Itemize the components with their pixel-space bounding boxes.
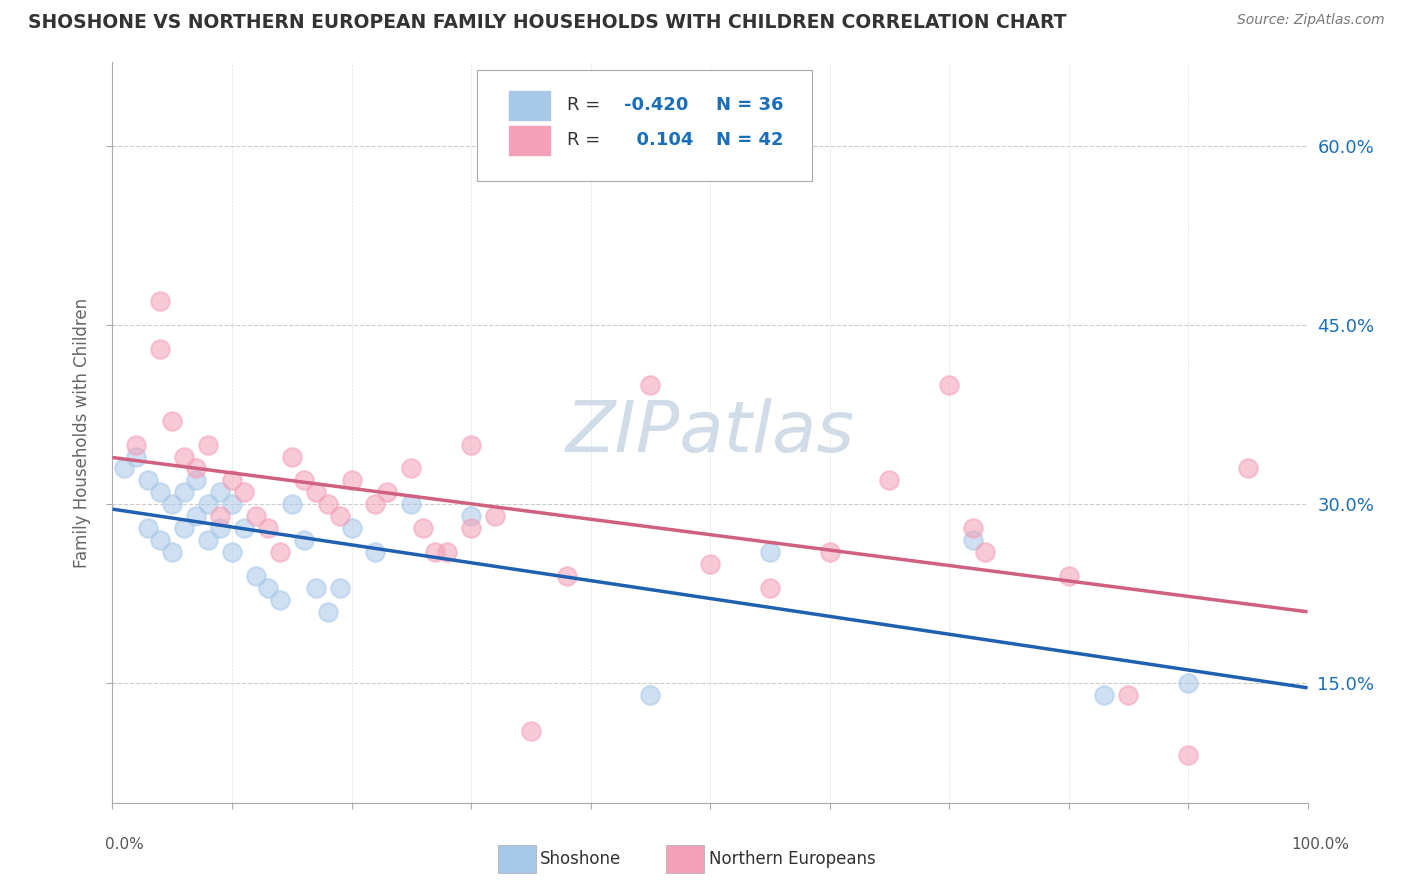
Text: N = 42: N = 42 [716, 131, 783, 149]
FancyBboxPatch shape [477, 70, 811, 181]
Point [520, 724, 543, 739]
Point [316, 605, 339, 619]
Point [186, 509, 208, 524]
Point [197, 497, 219, 511]
Point [233, 521, 256, 535]
Point [197, 533, 219, 547]
FancyBboxPatch shape [508, 125, 551, 156]
Point [364, 545, 387, 559]
Point [1177, 676, 1199, 690]
Point [233, 485, 256, 500]
Point [1057, 569, 1080, 583]
Point [209, 521, 232, 535]
Point [460, 521, 482, 535]
Point [257, 581, 280, 595]
Point [340, 474, 363, 488]
Point [412, 521, 434, 535]
Point [173, 485, 195, 500]
Point [125, 450, 148, 464]
Point [269, 592, 291, 607]
Point [436, 545, 458, 559]
Point [149, 485, 172, 500]
Point [162, 497, 183, 511]
Point [425, 545, 447, 559]
Text: SHOSHONE VS NORTHERN EUROPEAN FAMILY HOUSEHOLDS WITH CHILDREN CORRELATION CHART: SHOSHONE VS NORTHERN EUROPEAN FAMILY HOU… [28, 13, 1067, 32]
Point [245, 509, 267, 524]
Point [938, 377, 960, 392]
Point [364, 497, 387, 511]
Point [221, 474, 243, 488]
Text: R =: R = [567, 96, 606, 114]
Point [292, 533, 315, 547]
Point [1177, 747, 1199, 762]
Point [340, 521, 363, 535]
Point [221, 497, 243, 511]
Point [759, 581, 782, 595]
Point [305, 485, 328, 500]
Point [149, 342, 172, 356]
Point [1118, 689, 1140, 703]
Point [818, 545, 841, 559]
Text: 0.104: 0.104 [624, 131, 693, 149]
Point [114, 461, 135, 475]
Point [401, 461, 423, 475]
Point [292, 474, 315, 488]
Point [221, 545, 243, 559]
Point [257, 521, 280, 535]
Point [305, 581, 328, 595]
Point [269, 545, 291, 559]
Point [281, 497, 304, 511]
Point [281, 450, 304, 464]
Text: Source: ZipAtlas.com: Source: ZipAtlas.com [1237, 13, 1385, 28]
Point [460, 509, 482, 524]
Point [149, 294, 172, 309]
Point [125, 437, 148, 451]
Point [377, 485, 399, 500]
Point [316, 497, 339, 511]
Point [149, 533, 172, 547]
Point [974, 545, 997, 559]
Point [186, 461, 208, 475]
Point [1094, 689, 1116, 703]
Text: N = 36: N = 36 [716, 96, 783, 114]
Text: 0.0%: 0.0% [105, 837, 145, 852]
Point [138, 521, 160, 535]
Point [209, 509, 232, 524]
Point [245, 569, 267, 583]
Text: -0.420: -0.420 [624, 96, 689, 114]
Point [162, 414, 183, 428]
FancyBboxPatch shape [508, 90, 551, 121]
Point [197, 437, 219, 451]
Point [401, 497, 423, 511]
Text: 100.0%: 100.0% [1292, 837, 1350, 852]
Point [640, 377, 662, 392]
Point [879, 474, 901, 488]
Point [555, 569, 578, 583]
Point [699, 557, 721, 571]
Point [484, 509, 506, 524]
Text: Shoshone: Shoshone [540, 850, 621, 868]
Point [962, 521, 984, 535]
Point [1237, 461, 1260, 475]
Point [209, 485, 232, 500]
Point [329, 509, 352, 524]
Text: Northern Europeans: Northern Europeans [709, 850, 876, 868]
Point [138, 474, 160, 488]
Point [759, 545, 782, 559]
Y-axis label: Family Households with Children: Family Households with Children [73, 298, 91, 567]
Point [329, 581, 352, 595]
Point [186, 474, 208, 488]
Text: R =: R = [567, 131, 606, 149]
Point [173, 450, 195, 464]
Point [173, 521, 195, 535]
Point [460, 437, 482, 451]
Point [640, 689, 662, 703]
Text: ZIPatlas: ZIPatlas [565, 398, 855, 467]
Point [962, 533, 984, 547]
Point [162, 545, 183, 559]
